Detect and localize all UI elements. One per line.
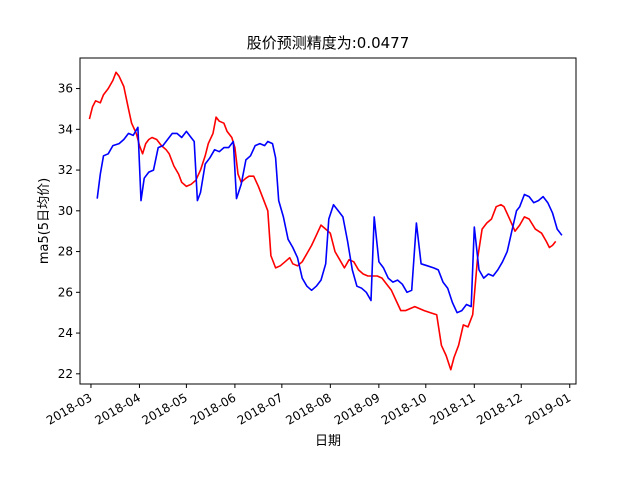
y-tick-label: 32 [58,163,73,177]
x-tick-label: 2018-08 [283,390,333,427]
x-tick-label: 2018-04 [93,390,143,427]
x-axis-label: 日期 [315,434,341,449]
x-tick-label: 2019-01 [523,390,573,427]
x-tick-label: 2018-05 [139,390,189,427]
series-line-2 [96,126,563,314]
y-tick-label: 28 [58,245,73,259]
x-tick-label: 2018-03 [44,390,94,427]
x-tick-label: 2018-12 [474,390,524,427]
series-line-1 [88,71,557,371]
y-tick-label: 36 [58,82,73,96]
y-axis-label: ma5(5日均价) [37,178,52,264]
x-tick-label: 2018-09 [332,390,382,427]
series-layer [88,71,563,371]
y-tick-label: 30 [58,204,73,218]
x-axis: 2018-032018-042018-052018-062018-072018-… [44,384,573,428]
x-tick-label: 2018-06 [188,390,238,427]
y-tick-label: 24 [58,326,73,340]
x-tick-label: 2018-07 [235,390,285,427]
x-tick-label: 2018-10 [379,390,429,427]
chart-title: 股价预测精度为:0.0477 [247,34,410,52]
y-tick-label: 26 [58,285,73,299]
y-tick-label: 34 [58,122,73,136]
y-tick-label: 22 [58,367,73,381]
y-axis: 22 24 26 28 30 32 34 36 [58,82,80,381]
x-tick-label: 2018-11 [427,390,477,427]
